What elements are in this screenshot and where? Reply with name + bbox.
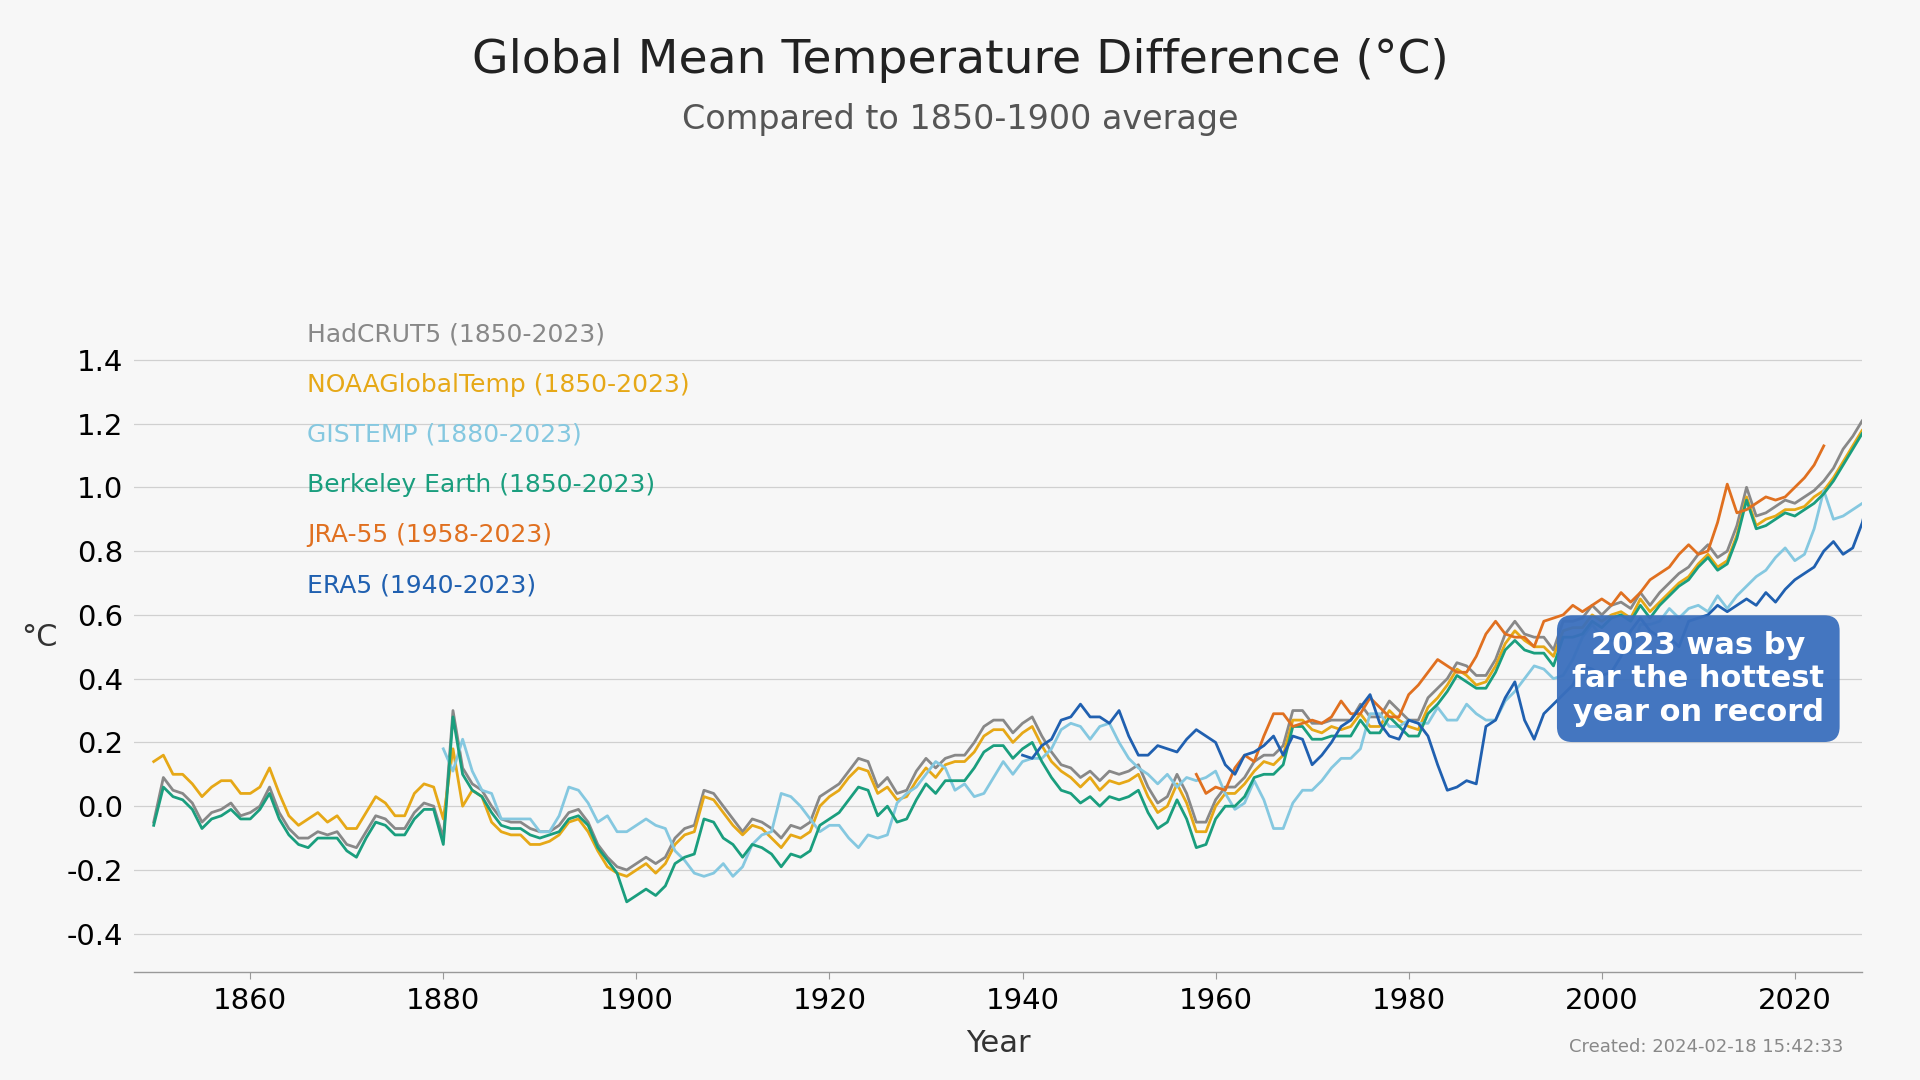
Text: JRA-55 (1958-2023): JRA-55 (1958-2023) xyxy=(307,524,553,548)
Text: ERA5 (1940-2023): ERA5 (1940-2023) xyxy=(307,573,536,597)
Text: 2023 was by
far the hottest
year on record: 2023 was by far the hottest year on reco… xyxy=(1572,631,1824,727)
Text: NOAAGlobalTemp (1850-2023): NOAAGlobalTemp (1850-2023) xyxy=(307,373,689,396)
Text: HadCRUT5 (1850-2023): HadCRUT5 (1850-2023) xyxy=(307,323,605,347)
X-axis label: Year: Year xyxy=(966,1029,1031,1058)
Y-axis label: °C: °C xyxy=(21,623,58,651)
Text: Berkeley Earth (1850-2023): Berkeley Earth (1850-2023) xyxy=(307,473,655,497)
Text: GISTEMP (1880-2023): GISTEMP (1880-2023) xyxy=(307,423,582,447)
Text: Compared to 1850-1900 average: Compared to 1850-1900 average xyxy=(682,103,1238,136)
Text: Created: 2024-02-18 15:42:33: Created: 2024-02-18 15:42:33 xyxy=(1569,1038,1843,1056)
Text: Global Mean Temperature Difference (°C): Global Mean Temperature Difference (°C) xyxy=(472,38,1448,83)
